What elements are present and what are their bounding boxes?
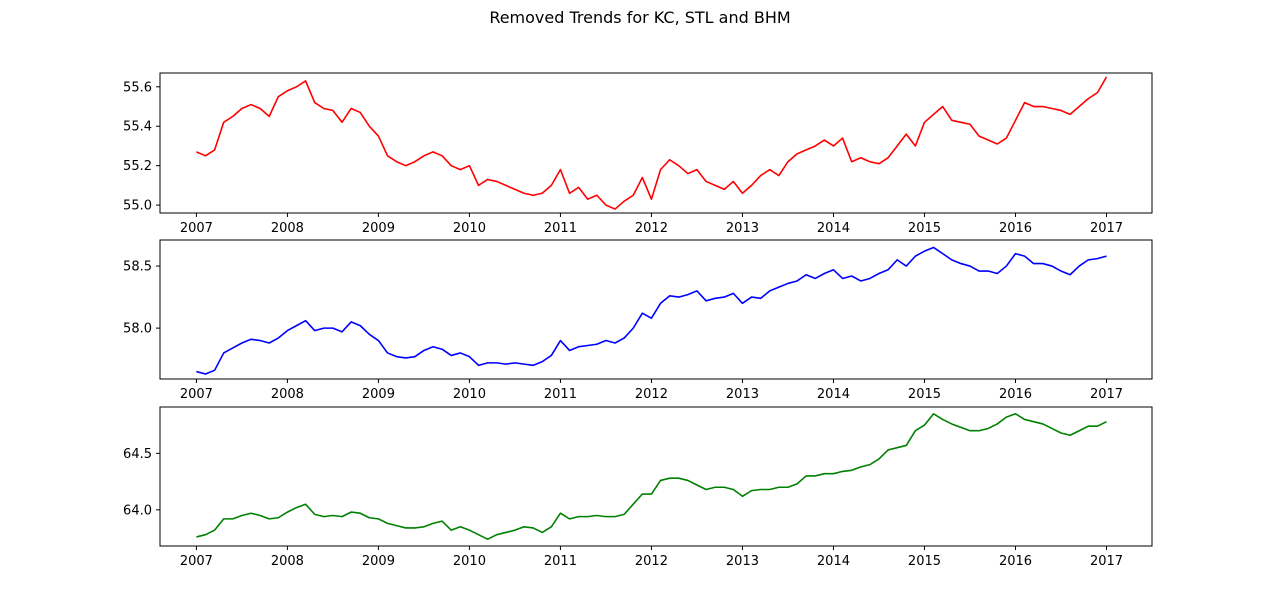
axes-frame	[159, 406, 1153, 547]
y-tick-label: 58.0	[123, 322, 152, 337]
x-tick-label: 2008	[271, 221, 304, 236]
x-tick-label: 2017	[1090, 554, 1123, 569]
series-line	[196, 76, 1108, 210]
series-line	[196, 246, 1107, 375]
x-tick-label: 2013	[726, 554, 759, 569]
x-tick-label: 2008	[271, 387, 304, 402]
y-tick-label: 55.4	[123, 120, 152, 135]
x-tick-label: 2017	[1090, 221, 1123, 236]
y-tick-label: 64.5	[123, 447, 152, 462]
y-tick-label: 55.0	[123, 199, 152, 214]
y-tick-label: 58.5	[123, 260, 152, 275]
y-tick-label: 55.2	[123, 159, 152, 174]
x-tick-label: 2013	[726, 387, 759, 402]
subplot-3: 2007 2008 2009 2010 2011 2012 2013 2014 2015 2016…	[123, 406, 1153, 569]
axes-frame	[159, 72, 1153, 214]
x-tick-label: 2015	[908, 554, 941, 569]
x-tick-label: 2009	[362, 554, 395, 569]
x-tick-label: 2012	[635, 221, 668, 236]
x-tick-label: 2016	[999, 221, 1032, 236]
x-tick-label: 2014	[817, 387, 850, 402]
series-line	[196, 412, 1107, 541]
x-tick-label: 2011	[544, 221, 577, 236]
x-tick-label: 2012	[635, 554, 668, 569]
x-tick-label: 2012	[635, 387, 668, 402]
x-tick-label: 2017	[1090, 387, 1123, 402]
x-tick-label: 2009	[362, 387, 395, 402]
x-tick-label: 2010	[453, 387, 486, 402]
x-tick-label: 2014	[817, 221, 850, 236]
figure-title: Removed Trends for KC, STL and BHM	[489, 8, 791, 27]
y-tick-label: 55.6	[123, 80, 152, 95]
x-tick-label: 2011	[544, 387, 577, 402]
x-tick-label: 2013	[726, 221, 759, 236]
x-tick-label: 2009	[362, 221, 395, 236]
x-tick-label: 2011	[544, 554, 577, 569]
axes-frame	[159, 239, 1153, 380]
x-tick-label: 2015	[908, 387, 941, 402]
subplot-2: 2007 2008 2009 2010 2011 2012 2013 2014 2015 2016…	[123, 239, 1153, 402]
subplot-1: 2007 2008 2009 2010 2011 2012 2013 2014 2015 2016…	[123, 72, 1153, 236]
x-tick-label: 2014	[817, 554, 850, 569]
x-tick-label: 2007	[180, 387, 213, 402]
y-tick-label: 64.0	[123, 503, 152, 518]
x-tick-label: 2016	[999, 554, 1032, 569]
x-tick-label: 2010	[453, 221, 486, 236]
x-tick-label: 2008	[271, 554, 304, 569]
x-tick-label: 2016	[999, 387, 1032, 402]
x-tick-label: 2010	[453, 554, 486, 569]
x-tick-label: 2007	[180, 554, 213, 569]
x-tick-label: 2015	[908, 221, 941, 236]
x-tick-label: 2007	[180, 221, 213, 236]
